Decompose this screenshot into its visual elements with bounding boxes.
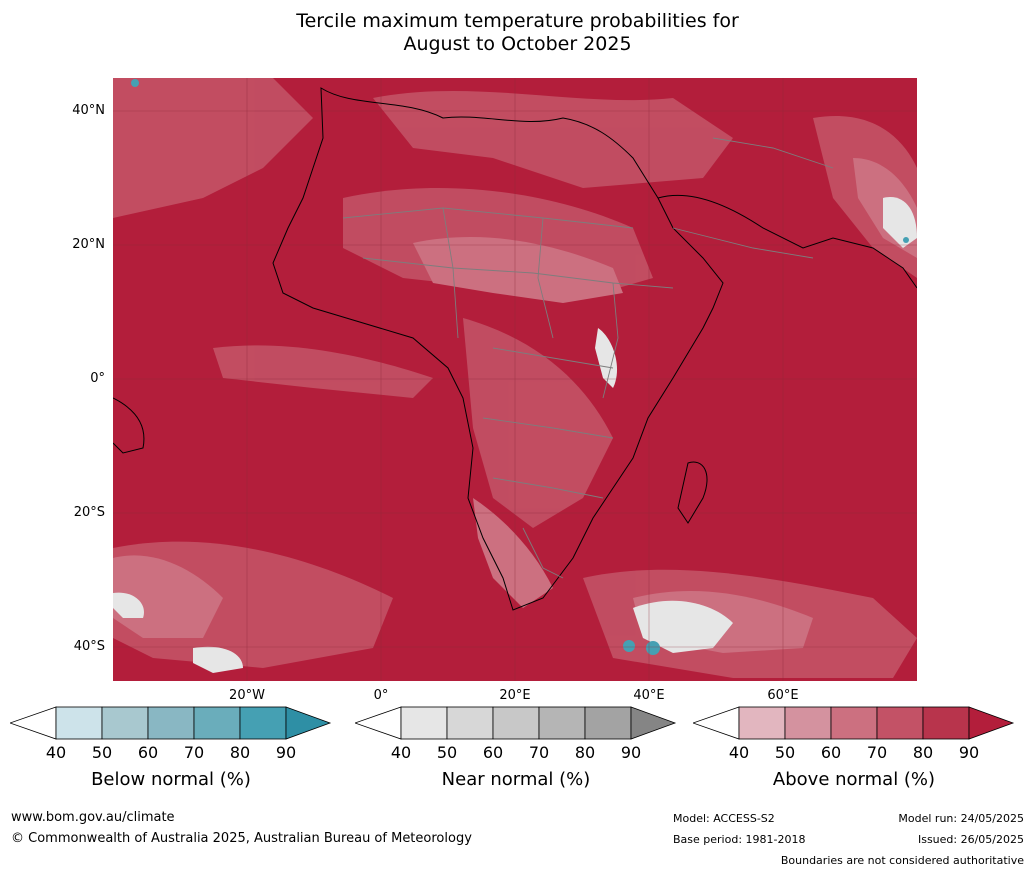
colorbar-segment [55, 706, 103, 740]
colorbar-tick-label: 70 [528, 743, 550, 762]
colorbar-tick-label: 60 [137, 743, 159, 762]
colorbar-segment [147, 706, 195, 740]
colorbar-tick-label: 90 [958, 743, 980, 762]
lat-label-40s: 40°S [73, 639, 105, 654]
colorbar-tick-label: 70 [866, 743, 888, 762]
colorbar-low-extension [355, 706, 402, 740]
contour-70-80 [113, 78, 917, 678]
contour-below-normal [131, 79, 909, 655]
colorbar-segment [446, 706, 494, 740]
footer-model: Model: ACCESS-S2 [673, 812, 775, 825]
colorbar-high-extension [968, 706, 1015, 740]
footer-base-period: Base period: 1981-2018 [673, 833, 806, 846]
lon-label-20e: 20°E [499, 688, 531, 703]
lat-label-20n: 20°N [72, 237, 105, 252]
footer-copyright: © Commonwealth of Australia 2025, Austra… [11, 831, 472, 846]
colorbar-segment [830, 706, 878, 740]
lon-label-60e: 60°E [767, 688, 799, 703]
above-normal-colorbar [693, 706, 1015, 740]
below-normal-title: Below normal (%) [91, 769, 251, 790]
country-borders [342, 137, 834, 579]
colorbar-tick-label: 50 [91, 743, 113, 762]
colorbar-tick-label: 80 [229, 743, 251, 762]
colorbar-tick-label: 90 [620, 743, 642, 762]
lat-label-40n: 40°N [72, 103, 105, 118]
below-normal-colorbar [10, 706, 332, 740]
lat-label-20s: 20°S [73, 505, 105, 520]
colorbar-segment [193, 706, 241, 740]
map-canvas [113, 78, 917, 681]
colorbar-tick-label: 40 [728, 743, 750, 762]
colorbar-segment [538, 706, 586, 740]
colorbar-segment [101, 706, 149, 740]
colorbar-segment [784, 706, 832, 740]
title-line-1: Tercile maximum temperature probabilitie… [296, 10, 739, 32]
colorbar-tick-label: 40 [45, 743, 67, 762]
footer-model-run: Model run: 24/05/2025 [898, 812, 1024, 825]
colorbar-high-extension [285, 706, 332, 740]
contour-near-normal [113, 197, 917, 673]
colorbar-tick-label: 90 [275, 743, 297, 762]
title-line-2: August to October 2025 [403, 33, 632, 55]
footer-website: www.bom.gov.au/climate [11, 810, 175, 825]
colorbar-low-extension [693, 706, 740, 740]
map-title: Tercile maximum temperature probabilitie… [0, 10, 1035, 56]
near-normal-colorbar [355, 706, 677, 740]
colorbar-high-extension [630, 706, 677, 740]
coastlines [113, 87, 917, 611]
colorbar-segment [239, 706, 287, 740]
lon-label-40e: 40°E [633, 688, 665, 703]
colorbar-tick-label: 40 [390, 743, 412, 762]
colorbar-tick-label: 60 [820, 743, 842, 762]
footer-issued: Issued: 26/05/2025 [917, 833, 1024, 846]
colorbar-tick-label: 50 [774, 743, 796, 762]
probability-map [113, 78, 917, 681]
colorbar-segment [400, 706, 448, 740]
colorbar-low-extension [10, 706, 57, 740]
colorbar-tick-label: 70 [183, 743, 205, 762]
colorbar-tick-label: 80 [574, 743, 596, 762]
colorbar-segment [922, 706, 970, 740]
colorbar-tick-label: 80 [912, 743, 934, 762]
colorbar-segment [876, 706, 924, 740]
graticule [113, 78, 917, 681]
above-normal-title: Above normal (%) [772, 769, 936, 790]
colorbar-segment [584, 706, 632, 740]
colorbar-tick-label: 50 [436, 743, 458, 762]
colorbar-segment [738, 706, 786, 740]
colorbar-tick-label: 60 [482, 743, 504, 762]
footer-disclaimer: Boundaries are not considered authoritat… [780, 854, 1024, 867]
colorbar-segment [492, 706, 540, 740]
lon-label-0: 0° [373, 688, 389, 703]
lon-label-20w: 20°W [229, 688, 265, 703]
near-normal-title: Near normal (%) [441, 769, 591, 790]
lat-label-0: 0° [90, 371, 105, 386]
